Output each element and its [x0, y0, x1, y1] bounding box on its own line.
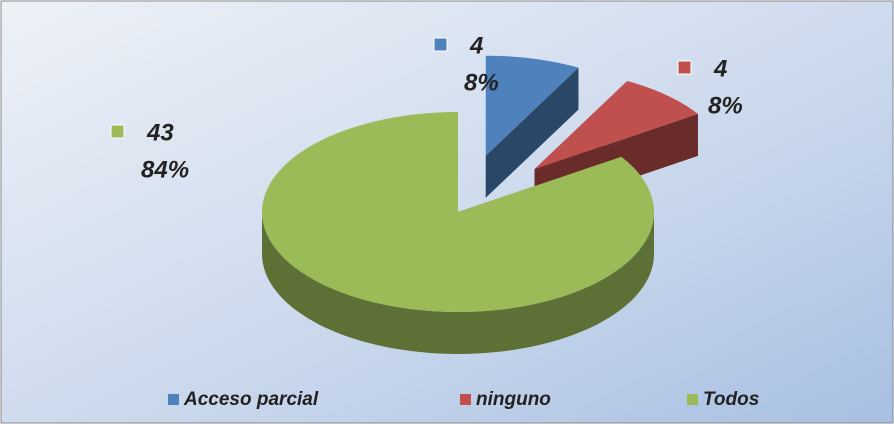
legend-label: Acceso parcial — [183, 389, 319, 410]
pie-slice — [485, 55, 579, 198]
legend-label: Todos — [703, 389, 759, 410]
slice-top — [261, 112, 654, 312]
pie-slice — [261, 112, 654, 354]
data-label: 4 — [713, 55, 727, 82]
label-swatch — [677, 60, 692, 75]
data-label: 4 — [469, 32, 483, 59]
data-label: 43 — [146, 119, 174, 146]
percent-label: 84% — [141, 156, 189, 183]
slice-side — [262, 212, 654, 354]
percent-label: 8% — [464, 69, 499, 96]
label-swatch — [433, 37, 448, 52]
slice-top — [485, 55, 579, 156]
label-swatch — [110, 124, 125, 139]
slice-wall — [485, 67, 579, 198]
legend-swatch — [460, 394, 471, 405]
legend-swatch — [168, 394, 179, 405]
legend-swatch — [687, 394, 698, 405]
legend-label: ninguno — [476, 389, 551, 410]
percent-label: 8% — [708, 92, 743, 119]
slice-top — [534, 81, 698, 170]
